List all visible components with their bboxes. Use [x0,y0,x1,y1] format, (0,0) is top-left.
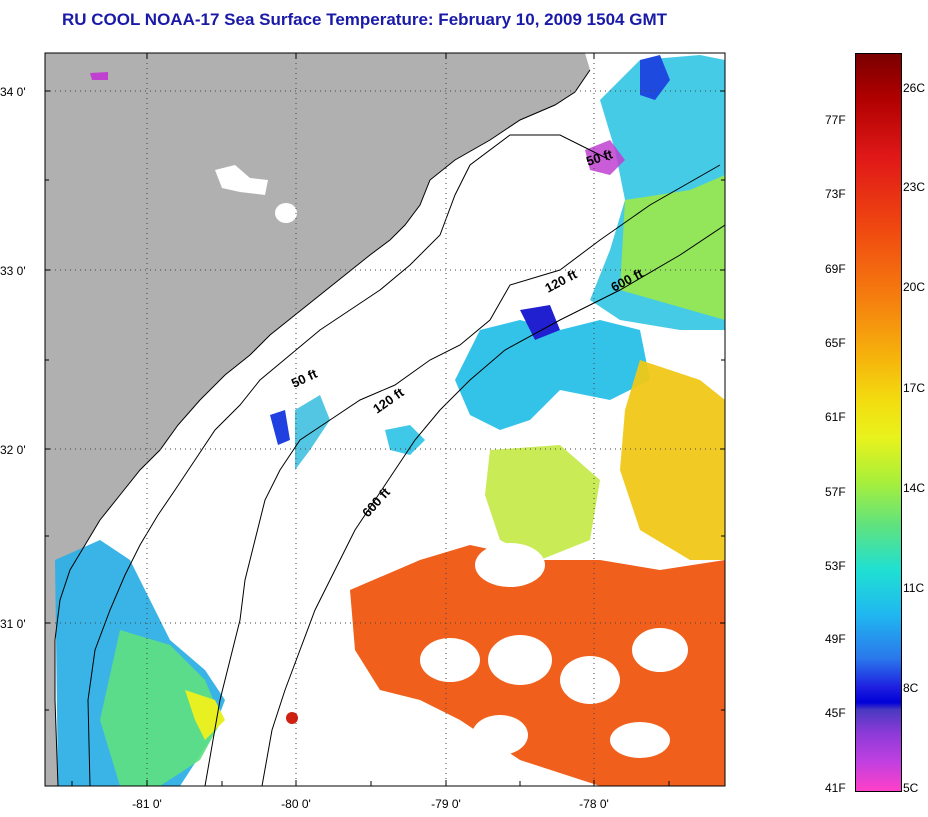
colorbar-c-label: 23C [903,180,926,194]
cloud-hole [475,543,545,587]
isobath-50ft [87,134,611,786]
sst-small-patch [385,425,425,455]
colorbar-f-label: 41F [825,781,846,795]
isobath-120ft [204,164,721,786]
map-title: RU COOL NOAA-17 Sea Surface Temperature:… [62,10,667,29]
sst-red-spot [286,712,298,724]
colorbar-f-label: 53F [825,559,846,573]
colorbar-f-label: 57F [825,485,846,499]
sst-blue-patch [640,55,670,100]
lat-label: 32 0' [0,443,26,457]
lat-label: 31 0' [0,617,26,631]
cloud-hole [560,656,620,704]
colorbar-f-label: 65F [825,336,846,350]
colorbar-f-label: 61F [825,410,846,424]
isobath-600ft [261,224,725,786]
lon-label: -81 0' [132,797,162,811]
sst-central-plume [455,320,650,430]
cloud-hole [472,715,528,755]
colorbar-c-label: 11C [903,581,925,595]
sst-blue-spot [520,305,560,340]
graticule [45,53,725,786]
sst-yellow-band [620,360,725,560]
coastline [54,69,591,786]
colorbar-f-label: 69F [825,262,846,276]
colorbar-c-label: 5C [903,781,919,795]
lat-label: 34 0' [0,85,26,99]
lon-label: -80 0' [281,797,311,811]
sst-northeast-green [620,175,725,320]
sst-green-band [485,445,600,560]
inland-patch [275,203,297,223]
colorbar-f-label: 45F [825,706,846,720]
colorbar-c-label: 20C [903,280,926,294]
sst-mid-shelf [100,630,222,786]
tick-marks [45,53,725,786]
sst-magenta-patch [90,72,108,80]
colorbar [855,53,902,792]
colorbar-f-label: 73F [825,187,846,201]
cloud-hole [488,635,552,685]
inland-patch [215,165,268,195]
cloud-hole [632,628,688,672]
map-frame [44,52,726,787]
cloud-hole [420,638,480,682]
colorbar-f-label: 49F [825,632,846,646]
lat-label: 33 0' [0,264,26,278]
sst-small-patch [270,410,290,445]
lon-label: -79 0' [431,797,461,811]
colorbar-f-label: 77F [825,113,846,127]
colorbar-c-label: 26C [903,81,926,95]
cloud-hole [610,722,670,758]
colorbar-c-label: 17C [903,381,926,395]
sst-small-patch [295,395,330,470]
lon-label: -78 0' [579,797,609,811]
colorbar-c-label: 14C [903,481,926,495]
colorbar-c-label: 8C [903,681,919,695]
land-mass [45,53,590,786]
